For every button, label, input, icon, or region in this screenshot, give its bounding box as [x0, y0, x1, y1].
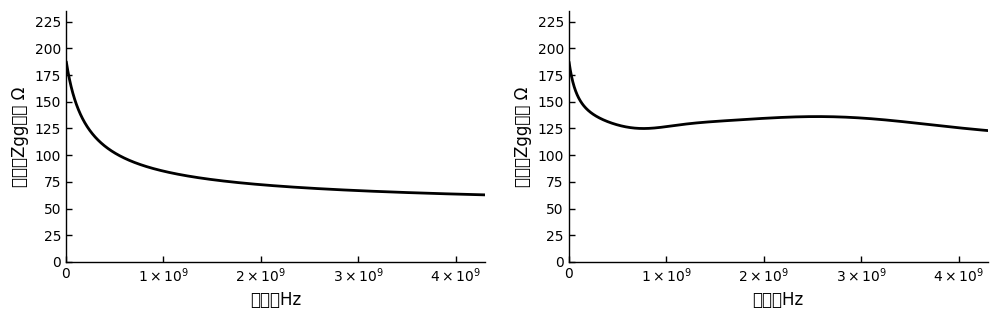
X-axis label: 频率，Hz: 频率，Hz: [753, 291, 804, 309]
Y-axis label: 幅度（Zgg）， Ω: 幅度（Zgg）， Ω: [514, 86, 532, 187]
X-axis label: 频率，Hz: 频率，Hz: [250, 291, 301, 309]
Y-axis label: 幅度（Zgg）， Ω: 幅度（Zgg）， Ω: [11, 86, 29, 187]
